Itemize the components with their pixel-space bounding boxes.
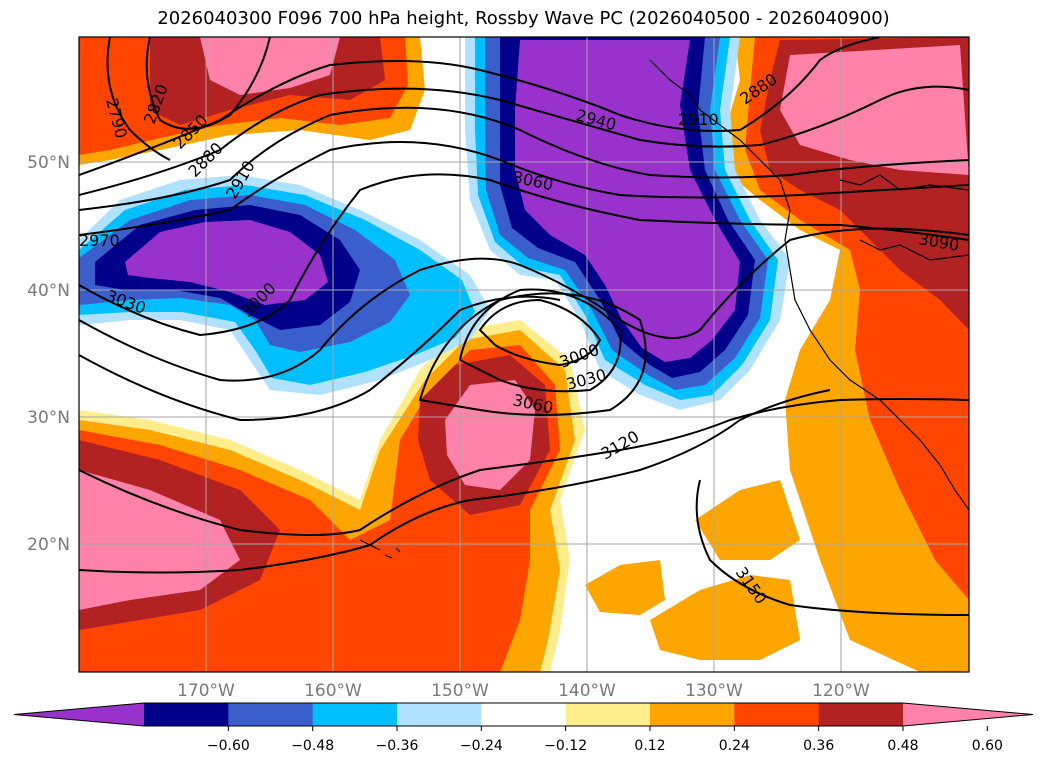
colorbar-outline: [13, 702, 1034, 727]
lon-label: 130°W: [685, 681, 743, 701]
colorbar-tick-label: 0.12: [634, 738, 665, 754]
colorbar-tick-label: −0.48: [291, 738, 334, 754]
contour-label: 2970: [79, 231, 120, 250]
colorbar-tick-label: −0.24: [460, 738, 503, 754]
colorbar-tick-label: −0.12: [544, 738, 587, 754]
colorbar-tick-label: 0.60: [972, 738, 1003, 754]
map-frame: [78, 36, 970, 673]
colorbar-segment: [144, 703, 229, 726]
contour-label: 2910: [678, 110, 719, 129]
colorbar-segment: [734, 703, 820, 726]
colorbar: −0.60 −0.48 −0.36 −0.24 −0.12 0.12 0.24 0.36 0.4…: [13, 702, 1034, 754]
latitude-labels: 50°N 40°N 30°N 20°N: [27, 153, 70, 555]
longitude-labels: 170°W 160°W 150°W 140°W 130°W 120°W: [177, 681, 870, 701]
colorbar-tick-label: 0.48: [887, 738, 918, 754]
colorbar-extend-high: [903, 703, 1033, 726]
colorbar-tick-label: −0.60: [207, 738, 250, 754]
colorbar-segment: [565, 703, 651, 726]
colorbar-tick-label: −0.36: [376, 738, 419, 754]
negative-anomaly-fill: [79, 37, 790, 410]
lon-label: 170°W: [177, 681, 235, 701]
lon-label: 150°W: [431, 681, 489, 701]
colorbar-segment: [312, 703, 398, 726]
lon-label: 140°W: [558, 681, 616, 701]
lat-label: 50°N: [27, 153, 70, 173]
colorbar-segment: [397, 703, 482, 726]
lon-label: 120°W: [812, 681, 870, 701]
height-contours: [79, 37, 969, 616]
colorbar-segment: [818, 703, 904, 726]
colorbar-tick-label: 0.24: [719, 738, 750, 754]
lon-label: 160°W: [304, 681, 362, 701]
colorbar-segment: [481, 703, 567, 726]
colorbar-segment: [228, 703, 314, 726]
lat-label: 20°N: [27, 535, 70, 555]
colorbar-extend-low: [14, 703, 144, 726]
colorbar-tick-label: 0.36: [803, 738, 834, 754]
lat-label: 40°N: [27, 281, 70, 301]
coastlines: [359, 59, 969, 559]
lat-label: 30°N: [27, 408, 70, 428]
map-panel: 2790 2820 2850 2880 2910 2970 3030 3000 …: [79, 37, 969, 672]
page-title: 2026040300 F096 700 hPa height, Rossby W…: [157, 8, 890, 29]
colorbar-segment: [650, 703, 735, 726]
